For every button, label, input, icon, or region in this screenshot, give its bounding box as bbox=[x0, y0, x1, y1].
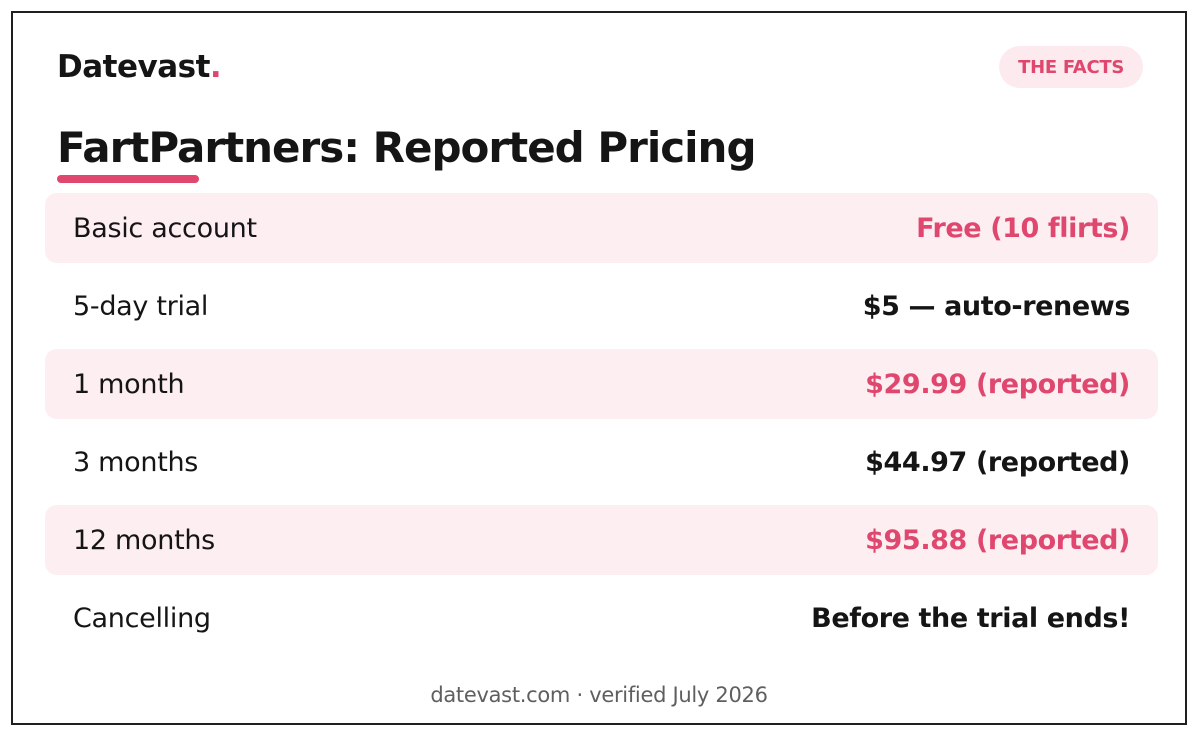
pricing-row-value: $5 — auto-renews bbox=[862, 290, 1131, 322]
title-underline bbox=[57, 175, 199, 183]
pricing-row-trial: 5-day trial $5 — auto-renews bbox=[45, 271, 1158, 341]
pricing-card: Datevast. THE FACTS FartPartners: Report… bbox=[11, 11, 1187, 725]
facts-badge: THE FACTS bbox=[999, 46, 1143, 88]
pricing-row-3-months: 3 months $44.97 (reported) bbox=[45, 427, 1158, 497]
brand-logo: Datevast. bbox=[57, 49, 222, 85]
footer-text: datevast.com · verified July 2026 bbox=[430, 683, 768, 707]
pricing-row-cancelling: Cancelling Before the trial ends! bbox=[45, 583, 1158, 653]
page-title: FartPartners: Reported Pricing bbox=[57, 123, 757, 172]
pricing-list: Basic account Free (10 flirts) 5-day tri… bbox=[45, 193, 1158, 661]
pricing-row-label: Basic account bbox=[73, 212, 257, 244]
pricing-row-value: Free (10 flirts) bbox=[916, 212, 1130, 244]
pricing-row-value: Before the trial ends! bbox=[811, 602, 1130, 634]
pricing-row-label: 3 months bbox=[73, 446, 199, 478]
pricing-row-value: $44.97 (reported) bbox=[865, 446, 1130, 478]
pricing-row-value: $29.99 (reported) bbox=[865, 368, 1130, 400]
brand-dot: . bbox=[209, 49, 222, 85]
pricing-row-basic-account: Basic account Free (10 flirts) bbox=[45, 193, 1158, 263]
pricing-row-value: $95.88 (reported) bbox=[865, 524, 1130, 556]
pricing-row-label: Cancelling bbox=[73, 602, 211, 634]
pricing-row-label: 1 month bbox=[73, 368, 185, 400]
pricing-row-label: 5-day trial bbox=[73, 290, 209, 322]
pricing-row-1-month: 1 month $29.99 (reported) bbox=[45, 349, 1158, 419]
brand-name: Datevast bbox=[57, 49, 210, 85]
pricing-row-label: 12 months bbox=[73, 524, 215, 556]
pricing-row-12-months: 12 months $95.88 (reported) bbox=[45, 505, 1158, 575]
